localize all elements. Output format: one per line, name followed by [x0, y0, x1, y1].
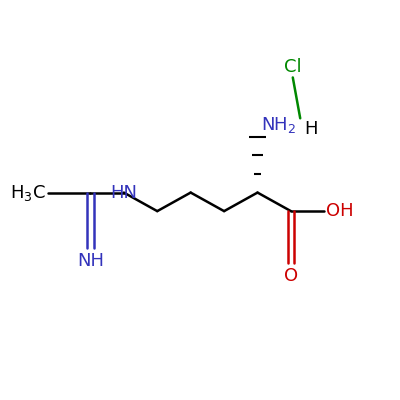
Text: O: O [284, 267, 298, 285]
Text: H: H [304, 120, 318, 138]
Text: H$_3$C: H$_3$C [10, 182, 46, 202]
Text: NH$_2$: NH$_2$ [261, 115, 296, 135]
Text: OH: OH [326, 202, 354, 220]
Text: HN: HN [110, 184, 137, 202]
Text: NH: NH [77, 252, 104, 270]
Text: Cl: Cl [284, 58, 302, 76]
